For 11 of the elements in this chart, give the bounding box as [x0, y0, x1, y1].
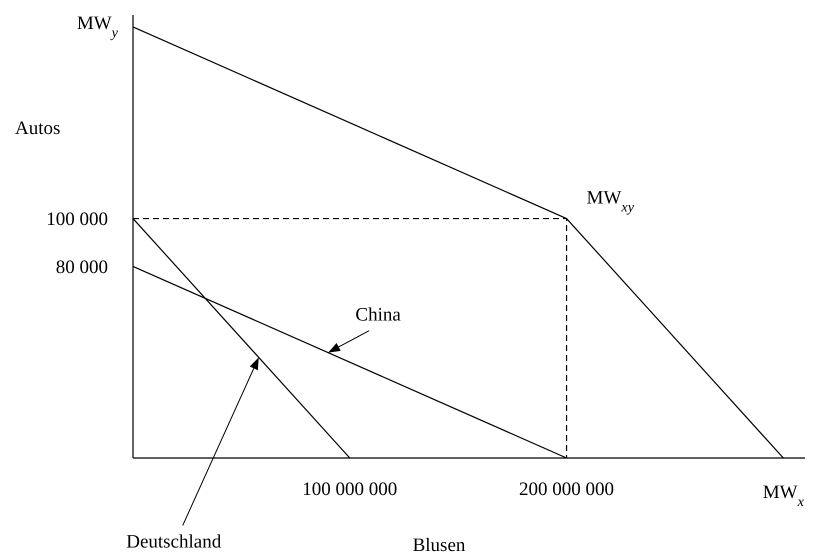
annotation: MW$_{y}$ — [76, 12, 119, 41]
series-label: China — [355, 304, 402, 326]
x-tick-label: 100 000 000 — [302, 479, 398, 500]
annotation: MW$_{xy}$ — [586, 188, 635, 216]
text: Deutschland — [126, 531, 222, 552]
annotation: MW$_{x}$ — [762, 482, 805, 510]
x-axis-title: Blusen — [412, 535, 466, 556]
y-tick-label: 100 000 — [46, 209, 108, 230]
x-tick-label: 200 000 000 — [519, 479, 614, 500]
y-axis-title: Autos — [15, 118, 60, 139]
y-tick-label: 80 000 — [56, 257, 108, 278]
